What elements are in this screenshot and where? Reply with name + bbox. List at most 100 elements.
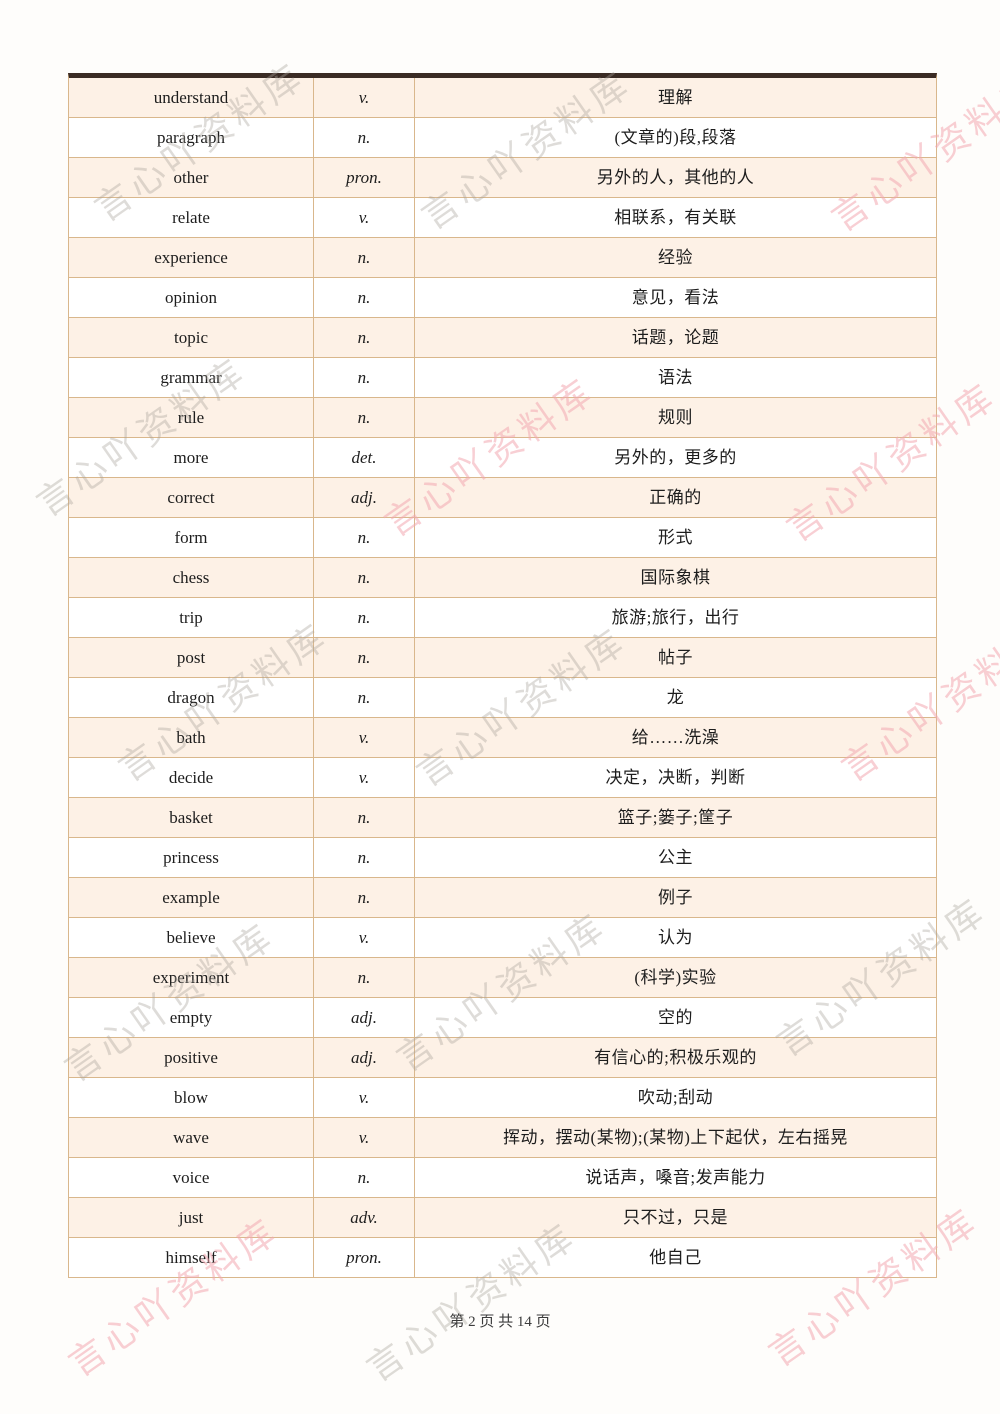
- table-row: example n. 例子: [69, 878, 936, 918]
- word-cell: just: [69, 1198, 314, 1237]
- word-cell: voice: [69, 1158, 314, 1197]
- table-row: relate v. 相联系，有关联: [69, 198, 936, 238]
- part-of-speech-cell: n.: [314, 878, 415, 917]
- meaning-cell: 空的: [658, 1008, 693, 1027]
- word-cell: blow: [69, 1078, 314, 1117]
- table-row: himself pron. 他自己: [69, 1238, 936, 1278]
- table-row: topic n. 话题，论题: [69, 318, 936, 358]
- part-of-speech-cell: v.: [314, 758, 415, 797]
- table-row: bath v. 给……洗澡: [69, 718, 936, 758]
- part-of-speech-cell: v.: [314, 1118, 415, 1157]
- word-cell: correct: [69, 478, 314, 517]
- meaning-cell: (科学)实验: [634, 968, 717, 987]
- table-row: decide v. 决定，决断，判断: [69, 758, 936, 798]
- table-row: paragraph n. (文章的)段,段落: [69, 118, 936, 158]
- table-row: understand v. 理解: [69, 78, 936, 118]
- part-of-speech-cell: v.: [314, 718, 415, 757]
- meaning-cell: 国际象棋: [640, 568, 711, 587]
- meaning-cell: 决定，决断，判断: [605, 768, 746, 787]
- part-of-speech-cell: pron.: [314, 1238, 415, 1277]
- meaning-cell: 吹动;刮动: [637, 1088, 714, 1107]
- part-of-speech-cell: v.: [314, 198, 415, 237]
- vocab-table: understand v. 理解 paragraph n. (文章的)段,段落 …: [68, 73, 937, 1278]
- part-of-speech-cell: n.: [314, 358, 415, 397]
- part-of-speech-cell: adj.: [314, 1038, 415, 1077]
- part-of-speech-cell: adj.: [314, 998, 415, 1037]
- meaning-cell: 挥动，摆动(某物);(某物)上下起伏，左右摇晃: [503, 1128, 848, 1147]
- table-row: grammar n. 语法: [69, 358, 936, 398]
- word-cell: rule: [69, 398, 314, 437]
- page-number-footer: 第 2 页 共 14 页: [449, 1314, 551, 1330]
- meaning-cell: 正确的: [649, 488, 702, 507]
- part-of-speech-cell: n.: [314, 598, 415, 637]
- word-cell: bath: [69, 718, 314, 757]
- table-row: more det. 另外的，更多的: [69, 438, 936, 478]
- meaning-cell: 意见，看法: [631, 288, 720, 307]
- part-of-speech-cell: adv.: [314, 1198, 415, 1237]
- word-cell: experiment: [69, 958, 314, 997]
- part-of-speech-cell: n.: [314, 838, 415, 877]
- table-row: wave v. 挥动，摆动(某物);(某物)上下起伏，左右摇晃: [69, 1118, 936, 1158]
- table-row: just adv. 只不过，只是: [69, 1198, 936, 1238]
- word-cell: trip: [69, 598, 314, 637]
- word-cell: paragraph: [69, 118, 314, 157]
- meaning-cell: (文章的)段,段落: [614, 128, 737, 147]
- word-cell: post: [69, 638, 314, 677]
- table-row: voice n. 说话声，嗓音;发声能力: [69, 1158, 936, 1198]
- part-of-speech-cell: n.: [314, 1158, 415, 1197]
- word-cell: example: [69, 878, 314, 917]
- meaning-cell: 另外的，更多的: [614, 448, 737, 467]
- part-of-speech-cell: v.: [314, 78, 415, 117]
- table-row: opinion n. 意见，看法: [69, 278, 936, 318]
- part-of-speech-cell: n.: [314, 558, 415, 597]
- word-cell: wave: [69, 1118, 314, 1157]
- part-of-speech-cell: n.: [314, 798, 415, 837]
- word-cell: understand: [69, 78, 314, 117]
- meaning-cell: 另外的人，其他的人: [596, 168, 755, 187]
- meaning-cell: 篮子;篓子;筐子: [617, 808, 734, 827]
- table-row: positive adj. 有信心的;积极乐观的: [69, 1038, 936, 1078]
- meaning-cell: 说话声，嗓音;发声能力: [585, 1168, 766, 1187]
- meaning-cell: 他自己: [649, 1248, 702, 1267]
- meaning-cell: 规则: [658, 408, 693, 427]
- part-of-speech-cell: adj.: [314, 478, 415, 517]
- meaning-cell: 话题，论题: [631, 328, 720, 347]
- table-row: correct adj. 正确的: [69, 478, 936, 518]
- meaning-cell: 给……洗澡: [631, 728, 720, 747]
- table-row: post n. 帖子: [69, 638, 936, 678]
- table-row: rule n. 规则: [69, 398, 936, 438]
- table-row: form n. 形式: [69, 518, 936, 558]
- word-cell: empty: [69, 998, 314, 1037]
- word-cell: believe: [69, 918, 314, 957]
- meaning-cell: 只不过，只是: [623, 1208, 728, 1227]
- meaning-cell: 相联系，有关联: [614, 208, 737, 227]
- meaning-cell: 认为: [658, 928, 693, 947]
- word-cell: more: [69, 438, 314, 477]
- word-cell: basket: [69, 798, 314, 837]
- table-row: dragon n. 龙: [69, 678, 936, 718]
- word-cell: dragon: [69, 678, 314, 717]
- word-cell: decide: [69, 758, 314, 797]
- table-row: experiment n. (科学)实验: [69, 958, 936, 998]
- word-cell: relate: [69, 198, 314, 237]
- part-of-speech-cell: n.: [314, 278, 415, 317]
- meaning-cell: 语法: [658, 368, 693, 387]
- meaning-cell: 公主: [658, 848, 693, 867]
- meaning-cell: 帖子: [658, 648, 693, 667]
- table-row: princess n. 公主: [69, 838, 936, 878]
- part-of-speech-cell: det.: [314, 438, 415, 477]
- word-cell: positive: [69, 1038, 314, 1077]
- word-cell: form: [69, 518, 314, 557]
- part-of-speech-cell: n.: [314, 638, 415, 677]
- table-row: blow v. 吹动;刮动: [69, 1078, 936, 1118]
- part-of-speech-cell: v.: [314, 918, 415, 957]
- meaning-cell: 例子: [658, 888, 693, 907]
- part-of-speech-cell: n.: [314, 958, 415, 997]
- table-row: empty adj. 空的: [69, 998, 936, 1038]
- part-of-speech-cell: n.: [314, 238, 415, 277]
- word-cell: opinion: [69, 278, 314, 317]
- meaning-cell: 有信心的;积极乐观的: [594, 1048, 757, 1067]
- part-of-speech-cell: pron.: [314, 158, 415, 197]
- word-cell: princess: [69, 838, 314, 877]
- part-of-speech-cell: n.: [314, 318, 415, 357]
